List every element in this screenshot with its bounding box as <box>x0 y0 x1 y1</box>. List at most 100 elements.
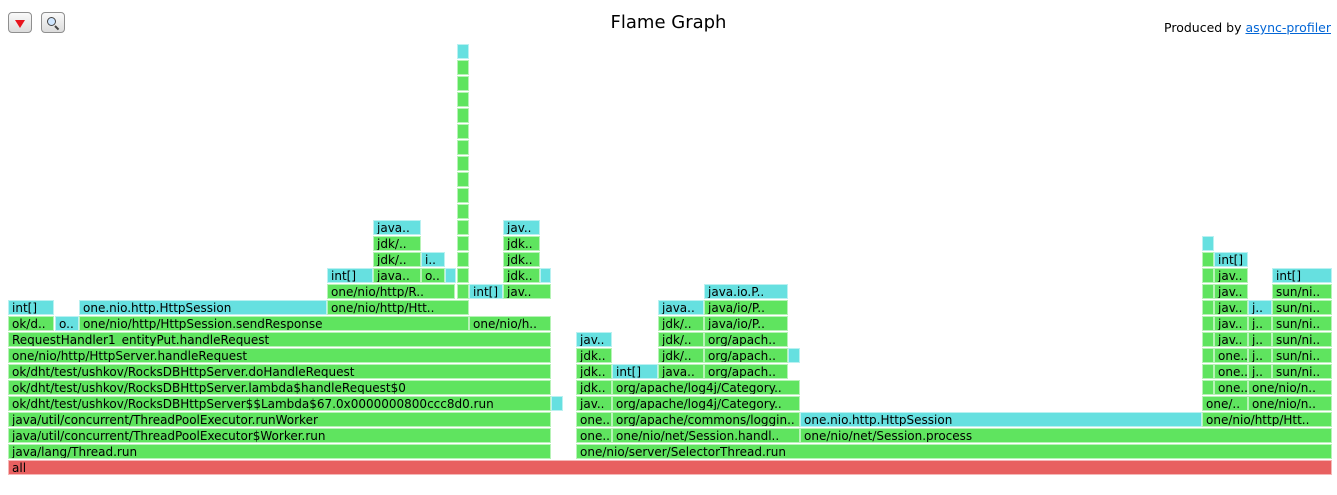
flame-frame[interactable]: int[] <box>8 300 54 315</box>
flame-frame[interactable]: int[] <box>1214 252 1248 267</box>
flame-frame[interactable]: one/.. <box>1202 396 1248 411</box>
flame-frame[interactable] <box>551 396 563 411</box>
flame-frame[interactable]: j.. <box>1248 364 1272 379</box>
flame-frame[interactable]: ok/d.. <box>8 316 54 331</box>
flame-frame[interactable] <box>457 188 469 203</box>
flame-frame[interactable]: one.. <box>1214 380 1248 395</box>
flame-frame[interactable] <box>457 156 469 171</box>
flame-frame[interactable]: sun/ni.. <box>1272 300 1332 315</box>
flame-frame[interactable]: one/nio/net/Session.process <box>800 428 1332 443</box>
flame-frame[interactable]: jdk.. <box>576 380 612 395</box>
flame-frame[interactable]: org/apach.. <box>704 348 788 363</box>
flame-frame[interactable]: jav.. <box>1214 332 1248 347</box>
flame-frame[interactable]: one/nio/http/R.. <box>327 284 455 299</box>
flame-frame[interactable]: org/apache/log4j/Category.. <box>612 396 800 411</box>
flame-frame[interactable]: sun/ni.. <box>1272 348 1332 363</box>
flame-frame[interactable]: i.. <box>421 252 445 267</box>
flame-frame[interactable]: one.. <box>1214 348 1248 363</box>
flame-frame[interactable] <box>457 220 469 235</box>
flame-frame[interactable] <box>1202 364 1214 379</box>
flame-frame[interactable]: int[] <box>612 364 658 379</box>
flame-frame[interactable]: java/util/concurrent/ThreadPoolExecutor.… <box>8 412 551 427</box>
flame-frame[interactable]: one.nio.http.HttpSession <box>79 300 327 315</box>
flame-frame[interactable]: jdk.. <box>503 268 540 283</box>
flame-frame[interactable] <box>1202 268 1214 283</box>
flame-frame[interactable]: org/apach.. <box>704 332 788 347</box>
flame-frame[interactable]: j.. <box>1248 300 1272 315</box>
flame-frame[interactable]: jdk.. <box>576 348 612 363</box>
flame-frame[interactable] <box>457 92 469 107</box>
flame-frame[interactable]: jdk.. <box>503 236 540 251</box>
flame-frame[interactable]: jdk.. <box>503 252 540 267</box>
flame-frame[interactable] <box>445 268 456 283</box>
flame-frame[interactable]: RequestHandler1_entityPut.handleRequest <box>8 332 551 347</box>
flame-frame[interactable]: j.. <box>1248 316 1272 331</box>
flame-frame[interactable]: one.. <box>576 428 612 443</box>
flame-frame[interactable]: ok/dht/test/ushkov/RocksDBHttpServer$$La… <box>8 396 551 411</box>
flame-frame[interactable]: jdk/.. <box>658 332 704 347</box>
flame-frame[interactable]: one/nio/server/SelectorThread.run <box>576 444 1332 459</box>
flame-frame[interactable]: one/nio/http/Htt.. <box>1202 412 1332 427</box>
reverse-button[interactable] <box>8 12 32 33</box>
flame-frame[interactable]: org/apache/commons/loggin.. <box>612 412 800 427</box>
flame-frame[interactable]: jdk/.. <box>373 252 421 267</box>
flame-frame[interactable]: org/apache/log4j/Category.. <box>612 380 800 395</box>
flame-frame[interactable]: one.nio.http.HttpSession <box>800 412 1202 427</box>
async-profiler-link[interactable]: async-profiler <box>1245 20 1332 35</box>
flame-frame[interactable]: ok/dht/test/ushkov/RocksDBHttpServer.lam… <box>8 380 551 395</box>
flame-frame[interactable] <box>457 172 469 187</box>
flame-frame[interactable] <box>1202 316 1214 331</box>
flame-frame[interactable]: java/lang/Thread.run <box>8 444 551 459</box>
flame-frame[interactable]: java.io.P.. <box>704 284 788 299</box>
flame-frame[interactable]: java/io/P.. <box>704 316 788 331</box>
flame-frame[interactable] <box>457 108 469 123</box>
flame-frame[interactable]: one/nio/n.. <box>1248 396 1332 411</box>
flame-frame[interactable]: java/io/P.. <box>704 300 788 315</box>
flame-frame[interactable]: o.. <box>55 316 79 331</box>
flame-frame[interactable]: jdk.. <box>576 364 612 379</box>
flame-frame[interactable]: one.. <box>1214 364 1248 379</box>
flame-frame[interactable]: jav.. <box>1214 316 1248 331</box>
flame-frame[interactable]: j.. <box>1248 332 1272 347</box>
flame-frame[interactable]: org/apach.. <box>704 364 788 379</box>
flame-frame[interactable]: sun/ni.. <box>1272 332 1332 347</box>
flame-frame[interactable]: jdk/.. <box>658 316 704 331</box>
flame-frame[interactable] <box>1202 332 1214 347</box>
flame-frame[interactable] <box>457 204 469 219</box>
flame-frame[interactable]: one/nio/http/Htt.. <box>327 300 469 315</box>
flame-frame[interactable] <box>457 252 469 267</box>
flame-frame[interactable] <box>457 60 469 75</box>
flame-frame[interactable] <box>457 76 469 91</box>
flame-frame[interactable]: int[] <box>1272 268 1332 283</box>
flame-frame[interactable]: sun/ni.. <box>1272 316 1332 331</box>
flame-frame[interactable]: int[] <box>327 268 373 283</box>
flame-frame[interactable]: jav.. <box>576 396 612 411</box>
flame-frame[interactable] <box>1202 348 1214 363</box>
flame-frame[interactable] <box>1202 380 1214 395</box>
flame-frame[interactable] <box>457 268 469 283</box>
flame-frame[interactable]: java.. <box>658 364 704 379</box>
flame-frame[interactable] <box>1202 284 1214 299</box>
flame-frame[interactable]: one/nio/n.. <box>1248 380 1332 395</box>
flame-frame[interactable] <box>540 268 551 283</box>
flame-frame[interactable]: java/util/concurrent/ThreadPoolExecutor$… <box>8 428 551 443</box>
flame-frame[interactable]: sun/ni.. <box>1272 364 1332 379</box>
flame-frame[interactable] <box>1202 252 1214 267</box>
flame-frame[interactable]: all <box>8 460 1332 475</box>
flame-frame[interactable] <box>788 348 800 363</box>
flame-frame[interactable]: jav.. <box>1214 300 1248 315</box>
flame-frame[interactable]: java.. <box>373 268 421 283</box>
flame-frame[interactable]: sun/ni.. <box>1272 284 1332 299</box>
flame-frame[interactable]: one.. <box>576 412 612 427</box>
flame-frame[interactable]: one/nio/net/Session.handl.. <box>612 428 800 443</box>
flame-frame[interactable]: one/nio/h.. <box>469 316 551 331</box>
flame-frame[interactable] <box>1202 300 1214 315</box>
flame-frame[interactable] <box>457 140 469 155</box>
search-button[interactable] <box>41 12 65 33</box>
flame-frame[interactable]: jav.. <box>1214 268 1248 283</box>
flame-frame[interactable]: j.. <box>1248 348 1272 363</box>
flame-frame[interactable]: ok/dht/test/ushkov/RocksDBHttpServer.doH… <box>8 364 551 379</box>
flame-frame[interactable]: jav.. <box>503 284 551 299</box>
flame-frame[interactable]: jdk/.. <box>658 348 704 363</box>
flame-frame[interactable]: jav.. <box>503 220 540 235</box>
